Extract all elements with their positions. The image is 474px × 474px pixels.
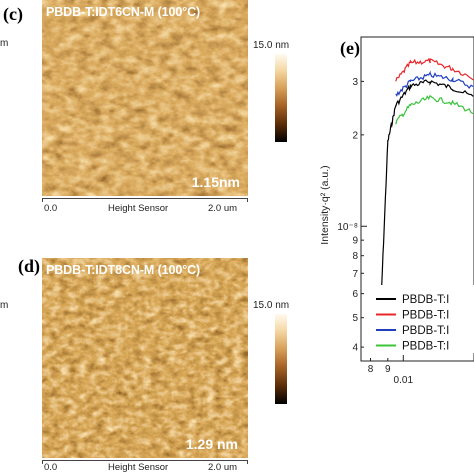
afm-panel-c: (c) PBDB-T:IDT6CN-M (100°C) 1.15nm 0.0 H… <box>0 0 300 220</box>
afm-height-image-d: PBDB-T:IDT8CN-M (100°C) 1.29 nm <box>42 258 248 458</box>
scan-axis-tick-c-end <box>247 198 248 202</box>
colorbar-d <box>275 314 287 404</box>
series-lines <box>378 57 474 341</box>
y-tick-label: 8 <box>352 251 358 262</box>
panel-label-c: (c) <box>3 4 23 24</box>
y-tick-label: 4 <box>352 343 358 354</box>
y-axis-label: Intensity·q² (a.u.) <box>319 165 331 244</box>
panel-label-e: (e) <box>340 38 360 58</box>
series-line <box>395 70 474 97</box>
y-tick-label: 9 <box>352 236 358 247</box>
afm-height-image-c: PBDB-T:IDT6CN-M (100°C) 1.15nm <box>42 0 248 196</box>
afm-texture-d <box>42 258 248 458</box>
x-axis-ticks: 8 90.01 <box>368 355 414 386</box>
scan-axis-tick-d-start <box>42 460 43 464</box>
afm-title-d: PBDB-T:IDT8CN-M (100°C) <box>46 263 201 277</box>
scan-axis-caption-d: Height Sensor <box>108 462 169 473</box>
legend-entry: PBDB-T:I <box>402 341 449 353</box>
scan-axis-start-c: 0.0 <box>44 203 58 214</box>
left-stub-top: m <box>0 38 9 49</box>
scan-axis-d <box>42 460 248 461</box>
afm-texture-c <box>42 0 248 196</box>
y-tick-label: 5 <box>352 313 358 324</box>
y-axis-ticks: 3 2 10⁻⁸ 9 8 7 6 5 4 <box>337 77 367 354</box>
panel-label-d: (d) <box>18 256 40 276</box>
scan-axis-caption-c: Height Sensor <box>108 203 169 214</box>
left-stub-bottom: m <box>0 300 9 311</box>
colorbar-c <box>275 54 287 142</box>
scan-axis-tick-c-start <box>42 198 43 202</box>
colorbar-max-c: 15.0 nm <box>253 40 290 51</box>
legend-entry: PBDB-T:I <box>402 325 449 337</box>
scan-axis-tick-d-end <box>247 460 248 464</box>
series-line <box>395 57 474 82</box>
series-line <box>395 94 474 125</box>
scan-axis-end-c: 2.0 um <box>208 203 238 214</box>
afm-panel-d: (d) PBDB-T:IDT8CN-M (100°C) 1.29 nm 0.0 … <box>0 250 300 474</box>
series-line <box>378 79 474 341</box>
rms-roughness-c: 1.15nm <box>191 174 240 190</box>
scan-axis-end-d: 2.0 um <box>208 462 238 473</box>
legend-entry: PBDB-T:I <box>402 310 449 322</box>
scan-axis-c <box>42 198 248 199</box>
x-tick-label: 8 <box>368 364 374 375</box>
colorbar-max-d: 15.0 nm <box>253 300 290 311</box>
scan-axis-start-d: 0.0 <box>44 462 58 473</box>
y-tick-label: 7 <box>352 269 358 280</box>
x-tick-label: 9 <box>385 364 391 375</box>
afm-title-c: PBDB-T:IDT6CN-M (100°C) <box>46 5 201 19</box>
x-tick-label: 0.01 <box>394 375 414 386</box>
y-tick-label: 10⁻⁸ <box>337 222 358 233</box>
plot-frame <box>360 36 474 362</box>
y-tick-label: 2 <box>352 130 358 141</box>
legend-entry: PBDB-T:I <box>402 294 449 306</box>
y-tick-label: 6 <box>352 289 358 300</box>
rms-roughness-d: 1.29 nm <box>185 436 238 452</box>
legend: PBDB-T:I PBDB-T:I PBDB-T:I PBDB-T:I <box>373 285 474 353</box>
y-tick-label: 3 <box>352 77 358 88</box>
